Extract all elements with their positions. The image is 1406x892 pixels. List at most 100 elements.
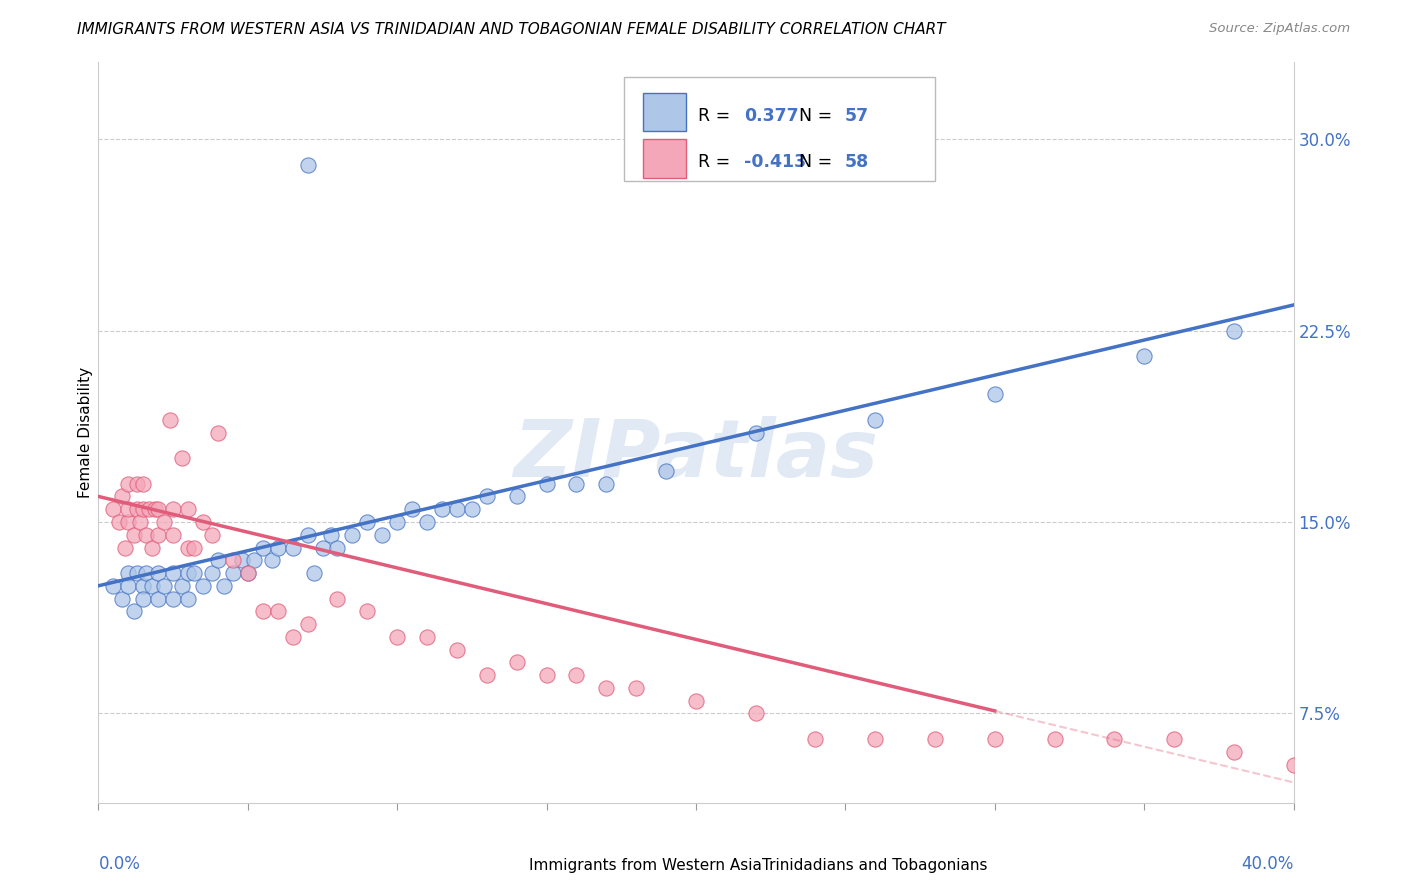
Point — [127, 476, 149, 491]
Point — [236, 566, 259, 580]
Point — [191, 579, 214, 593]
Point — [1223, 324, 1246, 338]
Point — [231, 553, 253, 567]
Text: ZIPatlas: ZIPatlas — [513, 416, 879, 494]
Point — [685, 694, 707, 708]
Point — [416, 630, 439, 644]
Point — [506, 490, 529, 504]
Point — [260, 553, 283, 567]
Point — [162, 502, 184, 516]
Point — [252, 604, 274, 618]
Point — [153, 579, 176, 593]
Point — [506, 656, 529, 670]
Point — [1104, 731, 1126, 746]
Point — [565, 668, 588, 682]
Point — [135, 566, 157, 580]
Point — [326, 541, 349, 555]
Point — [624, 681, 647, 695]
Text: 40.0%: 40.0% — [1241, 855, 1294, 872]
Point — [983, 731, 1005, 746]
Point — [117, 566, 139, 580]
Point — [162, 527, 184, 541]
Point — [177, 566, 200, 580]
Point — [461, 502, 484, 516]
Point — [153, 515, 176, 529]
Text: 58: 58 — [844, 153, 869, 171]
Point — [117, 579, 139, 593]
Text: N =: N = — [787, 153, 838, 171]
Point — [475, 668, 498, 682]
Point — [311, 541, 333, 555]
Point — [148, 566, 170, 580]
Point — [159, 413, 181, 427]
Point — [124, 604, 146, 618]
Point — [655, 464, 678, 478]
Point — [111, 591, 134, 606]
Point — [177, 591, 200, 606]
Point — [297, 157, 319, 171]
FancyBboxPatch shape — [644, 139, 686, 178]
Text: R =: R = — [699, 153, 737, 171]
Point — [172, 451, 194, 466]
Point — [129, 515, 152, 529]
Text: 0.0%: 0.0% — [98, 855, 141, 872]
Point — [983, 387, 1005, 401]
Point — [371, 527, 394, 541]
Point — [267, 604, 290, 618]
Point — [191, 515, 214, 529]
Point — [117, 502, 139, 516]
Text: Trinidadians and Tobagonians: Trinidadians and Tobagonians — [762, 858, 987, 873]
Point — [865, 731, 887, 746]
Point — [595, 681, 617, 695]
Point — [132, 579, 155, 593]
Point — [201, 566, 224, 580]
Point — [141, 579, 163, 593]
Point — [595, 476, 617, 491]
Point — [430, 502, 453, 516]
Point — [1133, 349, 1156, 363]
Point — [536, 476, 558, 491]
Point — [117, 476, 139, 491]
Y-axis label: Female Disability: Female Disability — [77, 367, 93, 499]
Point — [127, 502, 149, 516]
Point — [212, 579, 235, 593]
Point — [108, 515, 131, 529]
Point — [446, 642, 468, 657]
Point — [385, 515, 409, 529]
Point — [207, 553, 229, 567]
Point — [141, 541, 163, 555]
Text: IMMIGRANTS FROM WESTERN ASIA VS TRINIDADIAN AND TOBAGONIAN FEMALE DISABILITY COR: IMMIGRANTS FROM WESTERN ASIA VS TRINIDAD… — [77, 22, 946, 37]
Point — [236, 566, 259, 580]
Point — [103, 502, 125, 516]
Point — [745, 706, 768, 721]
Text: -0.413: -0.413 — [744, 153, 806, 171]
Point — [475, 490, 498, 504]
Point — [183, 566, 205, 580]
Point — [252, 541, 274, 555]
Point — [924, 731, 946, 746]
Point — [326, 591, 349, 606]
Point — [745, 425, 768, 440]
Point — [536, 668, 558, 682]
Point — [124, 527, 146, 541]
Point — [321, 527, 343, 541]
Point — [132, 591, 155, 606]
Point — [117, 515, 139, 529]
Point — [135, 527, 157, 541]
Point — [162, 591, 184, 606]
Point — [281, 541, 304, 555]
Point — [267, 541, 290, 555]
Point — [342, 527, 364, 541]
Text: 0.377: 0.377 — [744, 107, 799, 125]
Point — [302, 566, 325, 580]
Point — [103, 579, 125, 593]
FancyBboxPatch shape — [644, 93, 686, 131]
Point — [1043, 731, 1066, 746]
Point — [148, 591, 170, 606]
Point — [177, 502, 200, 516]
Point — [143, 502, 166, 516]
Point — [356, 515, 378, 529]
Point — [132, 476, 155, 491]
Point — [172, 579, 194, 593]
Text: 57: 57 — [844, 107, 869, 125]
